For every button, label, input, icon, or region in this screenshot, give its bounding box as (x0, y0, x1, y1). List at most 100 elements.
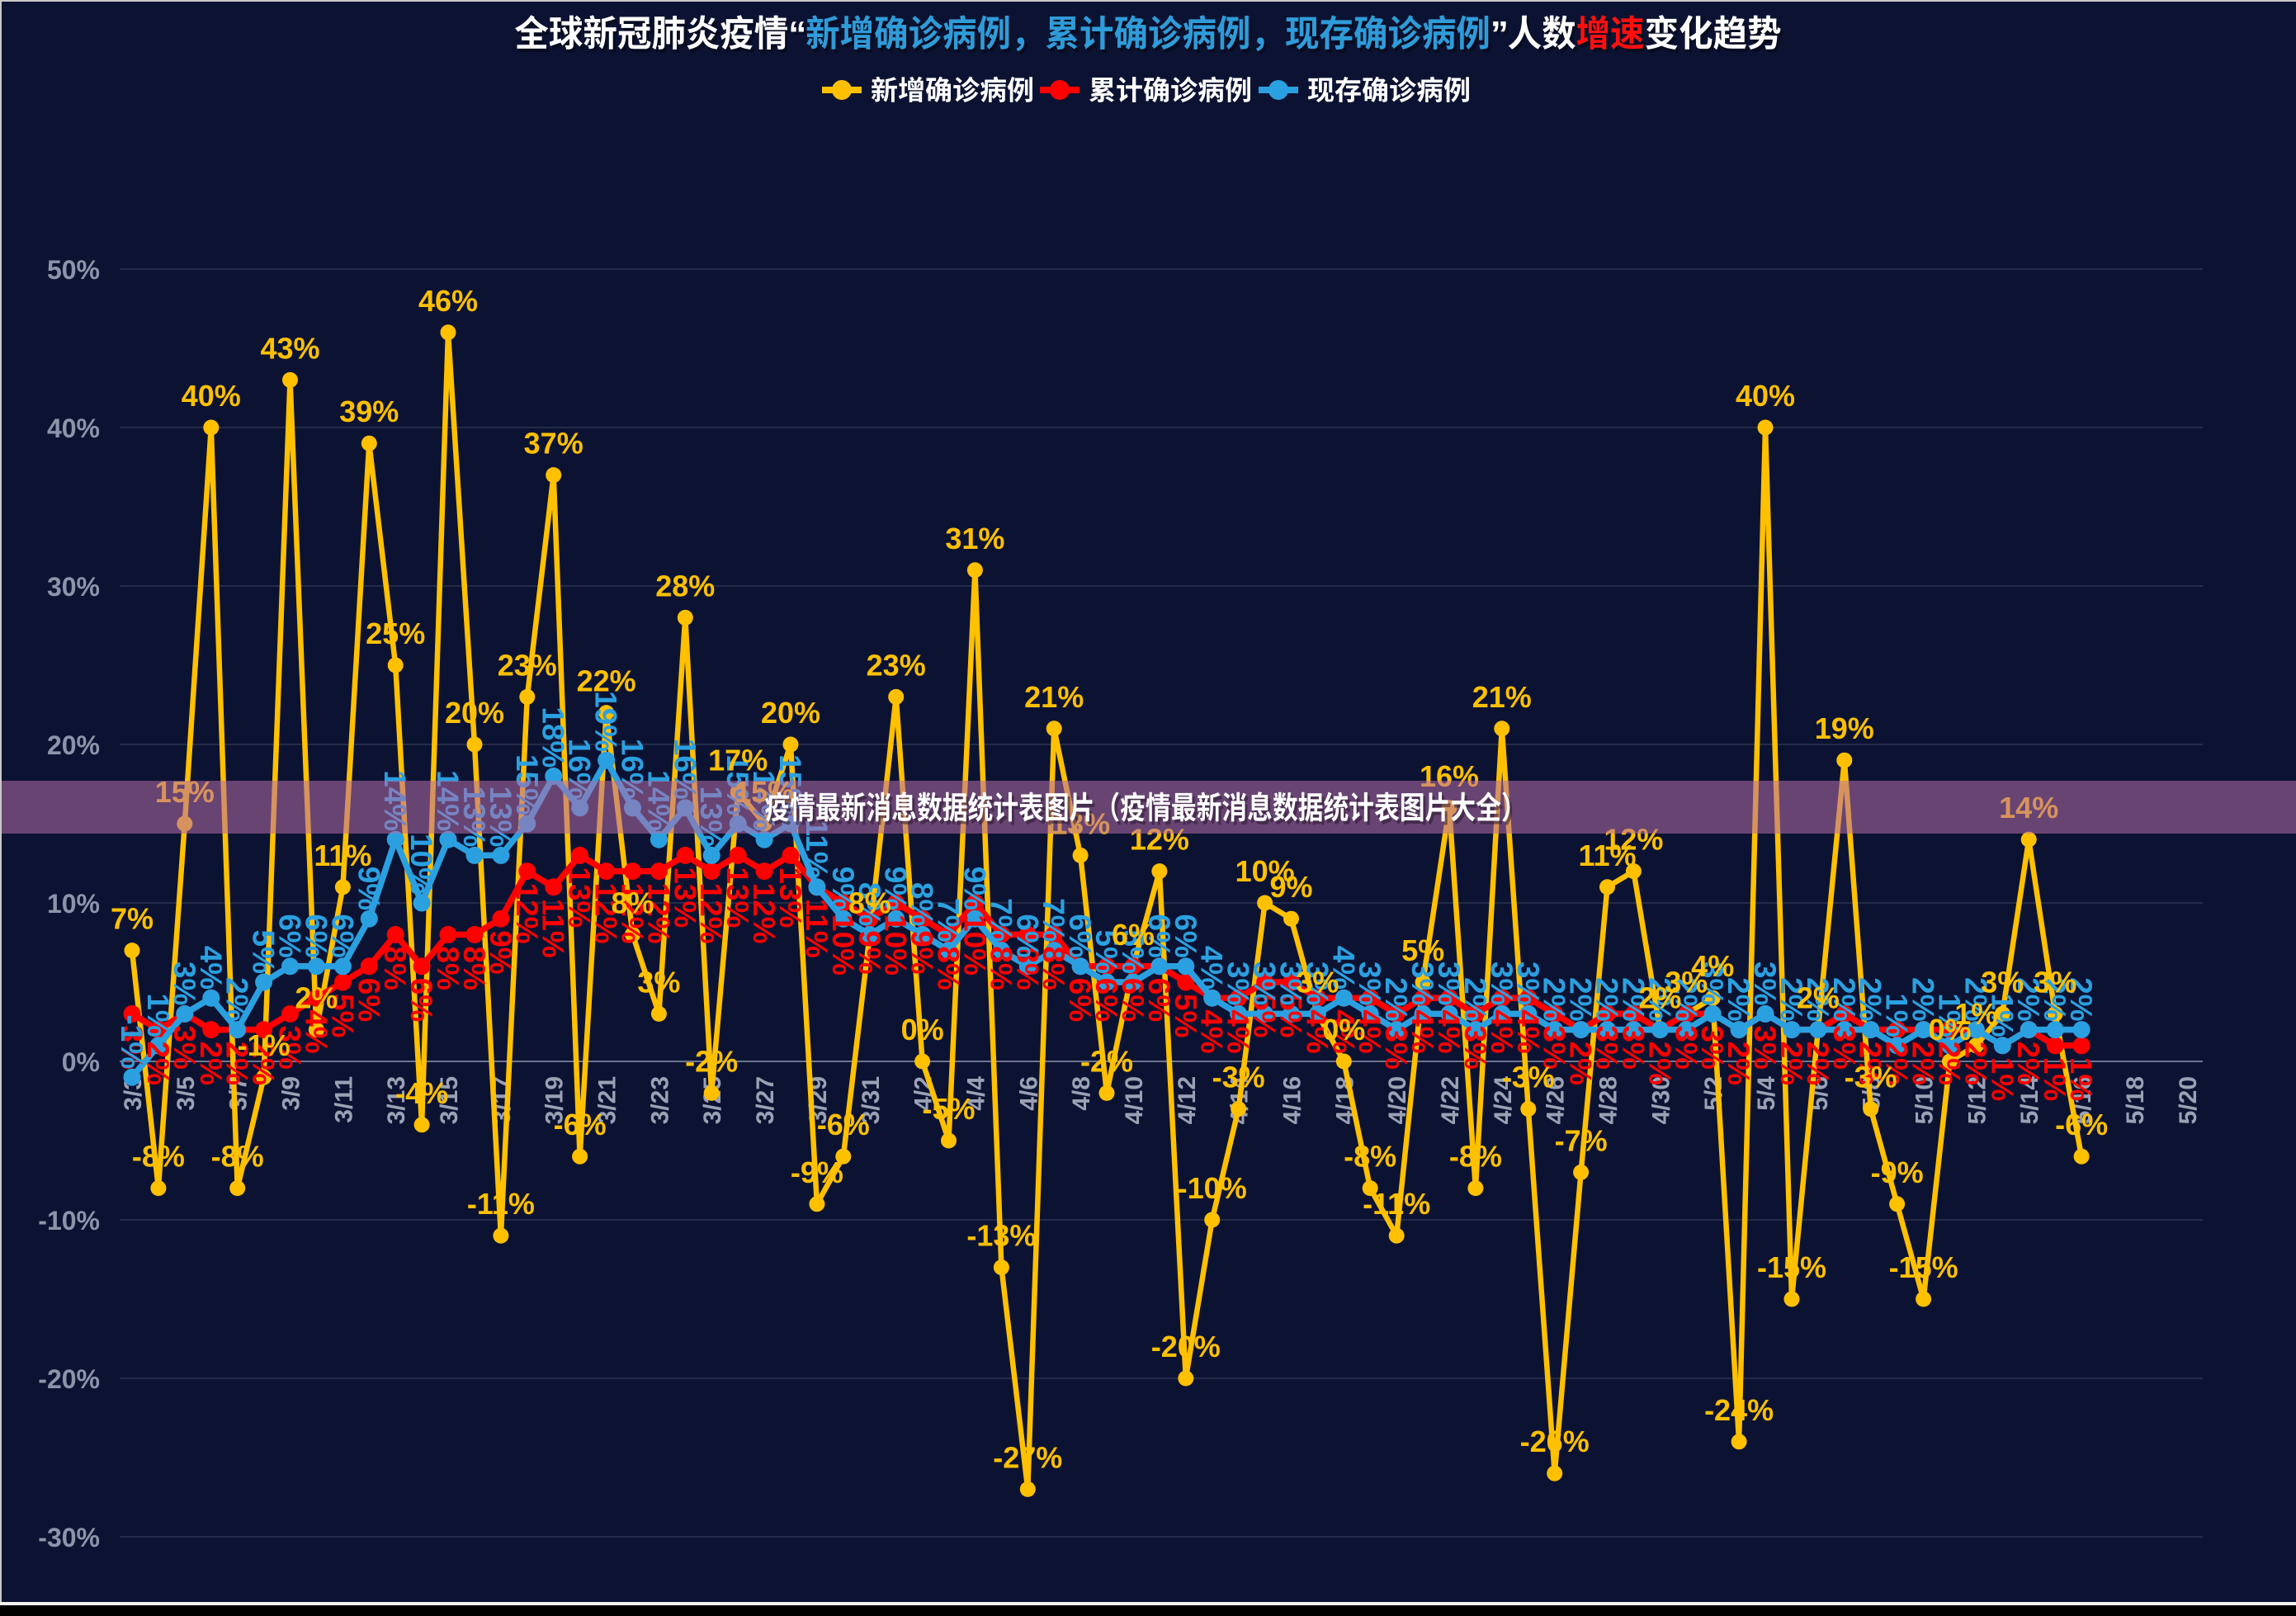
svg-text:3%: 3% (1827, 1025, 1861, 1069)
svg-text:23%: 23% (498, 648, 557, 682)
svg-text:5/12: 5/12 (1963, 1076, 1991, 1124)
svg-text:12%: 12% (747, 883, 781, 944)
svg-text:37%: 37% (524, 427, 583, 461)
svg-text:6%: 6% (1142, 914, 1176, 957)
svg-text:2%: 2% (1722, 977, 1755, 1021)
svg-text:3%: 3% (1981, 965, 2024, 999)
svg-text:-6%: -6% (554, 1108, 607, 1141)
svg-text:5/14: 5/14 (2016, 1076, 2043, 1125)
svg-text:”: ” (1493, 17, 1511, 58)
svg-text:13%: 13% (720, 867, 754, 928)
svg-text:3%: 3% (1300, 962, 1334, 1005)
svg-text:0%: 0% (901, 1013, 944, 1047)
svg-text:-30%: -30% (38, 1523, 100, 1552)
svg-text:-20%: -20% (38, 1364, 100, 1394)
svg-text:3%: 3% (1485, 962, 1519, 1005)
svg-text:20%: 20% (47, 730, 100, 760)
svg-text:10%: 10% (957, 914, 991, 976)
svg-text:6%: 6% (352, 978, 385, 1022)
svg-text:-3%: -3% (1212, 1061, 1265, 1094)
svg-text:4%: 4% (1221, 1009, 1255, 1053)
svg-text:8%: 8% (853, 882, 886, 926)
svg-text:5%: 5% (1248, 994, 1282, 1037)
svg-text:3/9: 3/9 (278, 1076, 305, 1111)
svg-text:2%: 2% (1616, 977, 1650, 1021)
svg-text:9%: 9% (879, 867, 913, 910)
svg-text:6%: 6% (325, 914, 359, 957)
svg-text:2%: 2% (1774, 977, 1808, 1021)
svg-text:5/10: 5/10 (1911, 1076, 1939, 1124)
svg-text:-2%: -2% (1080, 1044, 1133, 1078)
svg-text:20%: 20% (761, 696, 820, 730)
svg-text:-8%: -8% (1344, 1140, 1396, 1174)
svg-text:11%: 11% (1578, 839, 1636, 872)
svg-text:11%: 11% (536, 899, 570, 958)
svg-text:“: “ (791, 17, 809, 58)
svg-text:6%: 6% (1112, 918, 1155, 952)
svg-text:6%: 6% (299, 914, 333, 957)
svg-text:3%: 3% (1432, 962, 1466, 1005)
svg-text:-4%: -4% (395, 1076, 448, 1110)
svg-text:3%: 3% (1695, 962, 1729, 1005)
svg-text:3/27: 3/27 (752, 1076, 779, 1124)
svg-text:4%: 4% (1353, 1009, 1387, 1053)
svg-text:7%: 7% (111, 902, 154, 936)
svg-text:1%: 1% (2038, 1057, 2072, 1101)
svg-text:2%: 2% (1590, 977, 1624, 1021)
svg-text:3%: 3% (1458, 1025, 1492, 1069)
svg-text:-15%: -15% (1757, 1250, 1826, 1284)
svg-text:31%: 31% (945, 522, 1004, 555)
svg-text:2%: 2% (1854, 977, 1887, 1021)
svg-text:8%: 8% (1010, 946, 1044, 990)
svg-text:“: “ (788, 14, 806, 54)
svg-text:30%: 30% (47, 572, 100, 602)
svg-text:3/19: 3/19 (541, 1076, 569, 1124)
svg-text:5/18: 5/18 (2122, 1076, 2149, 1124)
svg-text:4%: 4% (194, 946, 228, 990)
svg-text:4/8: 4/8 (1068, 1076, 1095, 1111)
svg-text:2%: 2% (1564, 977, 1598, 1021)
svg-text:4%: 4% (1326, 1009, 1360, 1053)
svg-text:6%: 6% (1063, 978, 1097, 1022)
svg-text:3/7: 3/7 (225, 1076, 253, 1111)
svg-text:-9%: -9% (791, 1155, 843, 1189)
svg-text:4/4: 4/4 (962, 1076, 990, 1111)
svg-text:-8%: -8% (211, 1140, 264, 1174)
svg-text:8%: 8% (848, 886, 891, 919)
svg-text:6%: 6% (1063, 914, 1097, 957)
svg-text:2%: 2% (247, 1042, 281, 1085)
svg-text:-20%: -20% (1151, 1330, 1221, 1363)
svg-text:3%: 3% (1669, 1025, 1703, 1069)
svg-text:43%: 43% (260, 331, 319, 365)
svg-text:4%: 4% (1691, 949, 1734, 983)
svg-text:10%: 10% (404, 834, 438, 895)
svg-text:5%: 5% (1169, 994, 1202, 1037)
svg-text:2%: 2% (1801, 977, 1835, 1021)
svg-text:3%: 3% (2034, 965, 2076, 999)
svg-text:13%: 13% (563, 867, 597, 928)
svg-text:39%: 39% (339, 395, 399, 428)
svg-text:3%: 3% (1695, 1025, 1729, 1069)
svg-text:9%: 9% (352, 867, 385, 910)
svg-text:17%: 17% (708, 744, 768, 777)
svg-text:-15%: -15% (1889, 1250, 1958, 1284)
svg-text:5%: 5% (1401, 933, 1444, 967)
svg-text:2%: 2% (1774, 1042, 1808, 1085)
svg-text:2%: 2% (1906, 1042, 1940, 1085)
svg-text:4/12: 4/12 (1174, 1076, 1201, 1124)
svg-text:2%: 2% (2011, 1042, 2045, 1085)
svg-text:2%: 2% (1722, 1042, 1755, 1085)
svg-text:5%: 5% (325, 994, 359, 1037)
svg-text:12%: 12% (694, 883, 728, 944)
svg-text:5/4: 5/4 (1753, 1076, 1780, 1111)
svg-text:2%: 2% (1642, 977, 1676, 1021)
svg-text:2%: 2% (141, 1042, 175, 1085)
svg-text:0%: 0% (1322, 1013, 1365, 1047)
svg-text:4%: 4% (1195, 946, 1229, 990)
svg-text:3%: 3% (273, 1025, 307, 1069)
svg-text:3%: 3% (1379, 1025, 1413, 1069)
svg-text:3/11: 3/11 (330, 1076, 357, 1123)
svg-text:2%: 2% (220, 977, 254, 1021)
svg-text:4/10: 4/10 (1121, 1076, 1148, 1124)
svg-text:3%: 3% (168, 962, 201, 1005)
